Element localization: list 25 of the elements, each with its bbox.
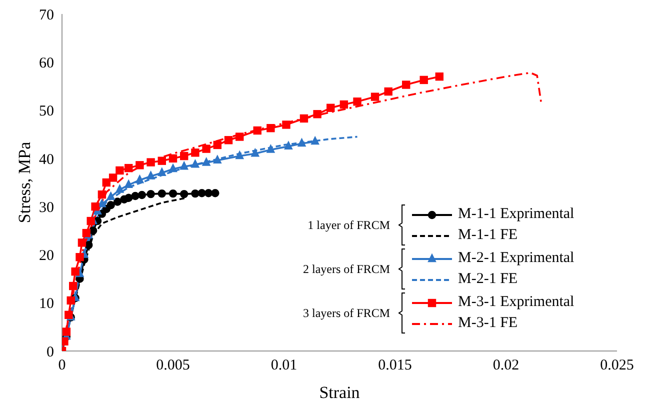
x-tick-label: 0.02 — [492, 358, 520, 374]
annotation: 3 layers of FRCM — [302, 306, 391, 320]
y-tick-label: 20 — [39, 248, 54, 264]
y-tick-label: 70 — [39, 7, 54, 24]
legend-label: M-1-1 FE — [458, 227, 518, 243]
y-tick-label: 40 — [39, 152, 54, 168]
y-axis-title: Stress, MPa — [14, 141, 34, 224]
annotation: 1 layer of FRCM — [306, 218, 391, 232]
y-tick-label: 30 — [39, 200, 54, 216]
x-axis-title: Strain — [319, 383, 360, 402]
annotation: 2 layers of FRCM — [302, 262, 391, 276]
legend-label: M-2-1 Exprimental — [458, 250, 574, 266]
legend-label: M-2-1 FE — [458, 271, 518, 287]
x-tick-label: 0.01 — [270, 358, 298, 374]
x-tick-label: 0.025 — [600, 358, 634, 374]
y-tick-label: 60 — [39, 55, 54, 72]
legend-label: M-3-1 Exprimental — [458, 294, 574, 310]
x-tick-label: 0 — [58, 358, 66, 374]
legend-label: M-1-1 Exprimental — [458, 206, 574, 222]
x-tick-label: 0.005 — [156, 358, 190, 374]
y-tick-label: 50 — [39, 104, 54, 120]
y-tick-label: 10 — [39, 296, 54, 312]
y-tick-label: 0 — [46, 344, 54, 360]
x-tick-label: 0.015 — [378, 358, 412, 374]
legend-label: M-3-1 FE — [458, 315, 518, 331]
